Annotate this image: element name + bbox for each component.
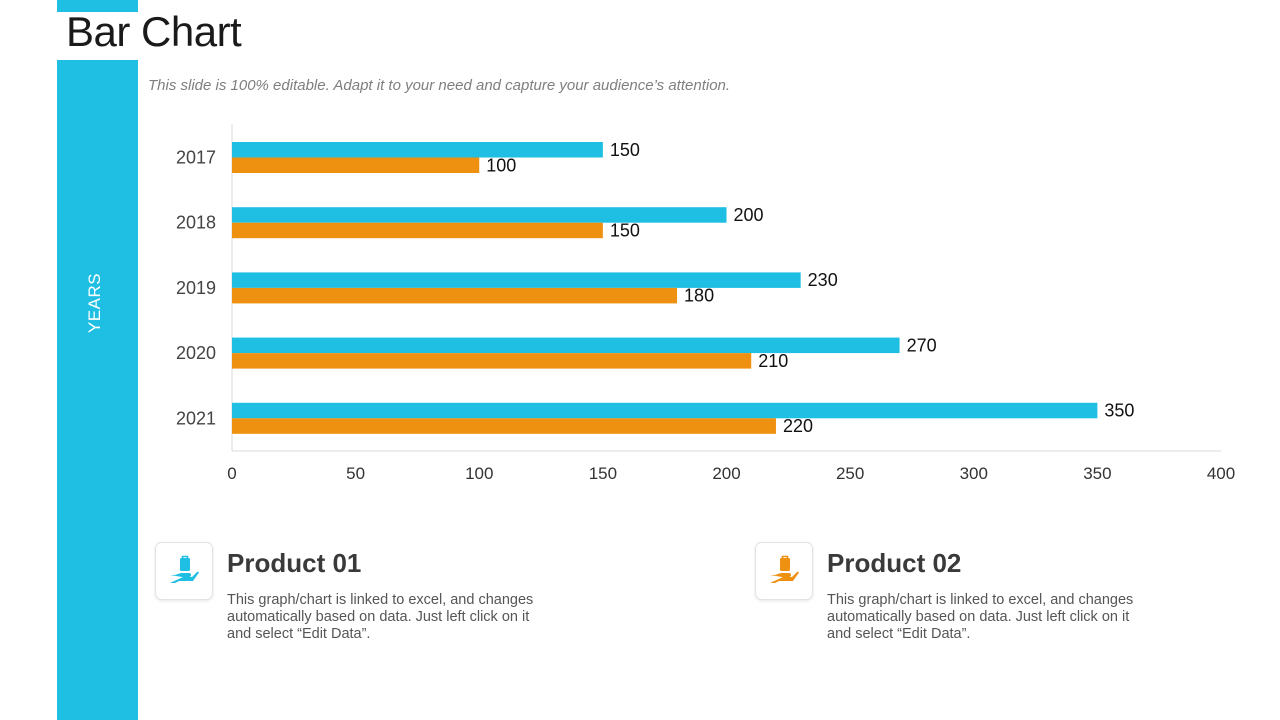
x-tick-label: 100	[465, 464, 493, 483]
bar-product-01	[232, 337, 900, 354]
x-tick-label: 350	[1083, 464, 1111, 483]
y-tick-label: 2019	[176, 278, 216, 298]
legend-card-product-02[interactable]: Product 02 This graph/chart is linked to…	[755, 542, 1175, 662]
product-02-description: This graph/chart is linked to excel, and…	[827, 592, 1134, 642]
product-02-icon-box	[755, 542, 813, 600]
hand-holding-bag-icon	[170, 555, 199, 583]
legend-card-product-01[interactable]: Product 01 This graph/chart is linked to…	[155, 542, 575, 662]
page-subtitle: This slide is 100% editable. Adapt it to…	[148, 77, 731, 94]
y-tick-label: 2018	[176, 213, 216, 233]
data-label: 210	[758, 351, 788, 371]
data-label: 350	[1104, 401, 1134, 421]
product-02-title: Product 02	[827, 548, 962, 578]
bar-product-02	[232, 287, 678, 304]
data-label: 230	[808, 270, 838, 290]
page-title: Bar Chart	[66, 8, 242, 55]
product-01-description: This graph/chart is linked to excel, and…	[227, 592, 534, 642]
bar-product-01	[232, 207, 727, 223]
bar-product-02	[232, 157, 480, 173]
data-label: 100	[486, 155, 516, 175]
bar-product-01	[232, 272, 801, 288]
x-tick-label: 300	[960, 464, 988, 483]
bar-product-01	[232, 142, 603, 158]
data-label: 150	[610, 220, 640, 240]
data-label: 220	[783, 416, 813, 436]
data-label: 180	[684, 286, 714, 306]
bar-product-02	[232, 418, 776, 434]
hand-holding-bag-icon	[770, 555, 799, 583]
bar-product-01	[232, 402, 1098, 419]
y-tick-label: 2021	[176, 408, 216, 428]
bar-product-02	[232, 353, 752, 369]
x-tick-label: 0	[227, 464, 236, 483]
sidebar-band	[57, 60, 138, 720]
data-label: 270	[907, 335, 937, 355]
y-tick-label: 2020	[176, 343, 216, 363]
data-label: 150	[610, 140, 640, 160]
x-tick-label: 200	[712, 464, 740, 483]
x-tick-label: 150	[589, 464, 617, 483]
y-tick-label: 2017	[176, 148, 216, 168]
product-01-icon-box	[155, 542, 213, 600]
x-tick-label: 400	[1207, 464, 1235, 483]
product-01-title: Product 01	[227, 548, 362, 578]
sidebar-top-band	[57, 0, 138, 12]
bar-product-02	[232, 222, 603, 239]
data-label: 200	[734, 205, 764, 225]
x-tick-label: 250	[836, 464, 864, 483]
x-tick-label: 50	[346, 464, 365, 483]
